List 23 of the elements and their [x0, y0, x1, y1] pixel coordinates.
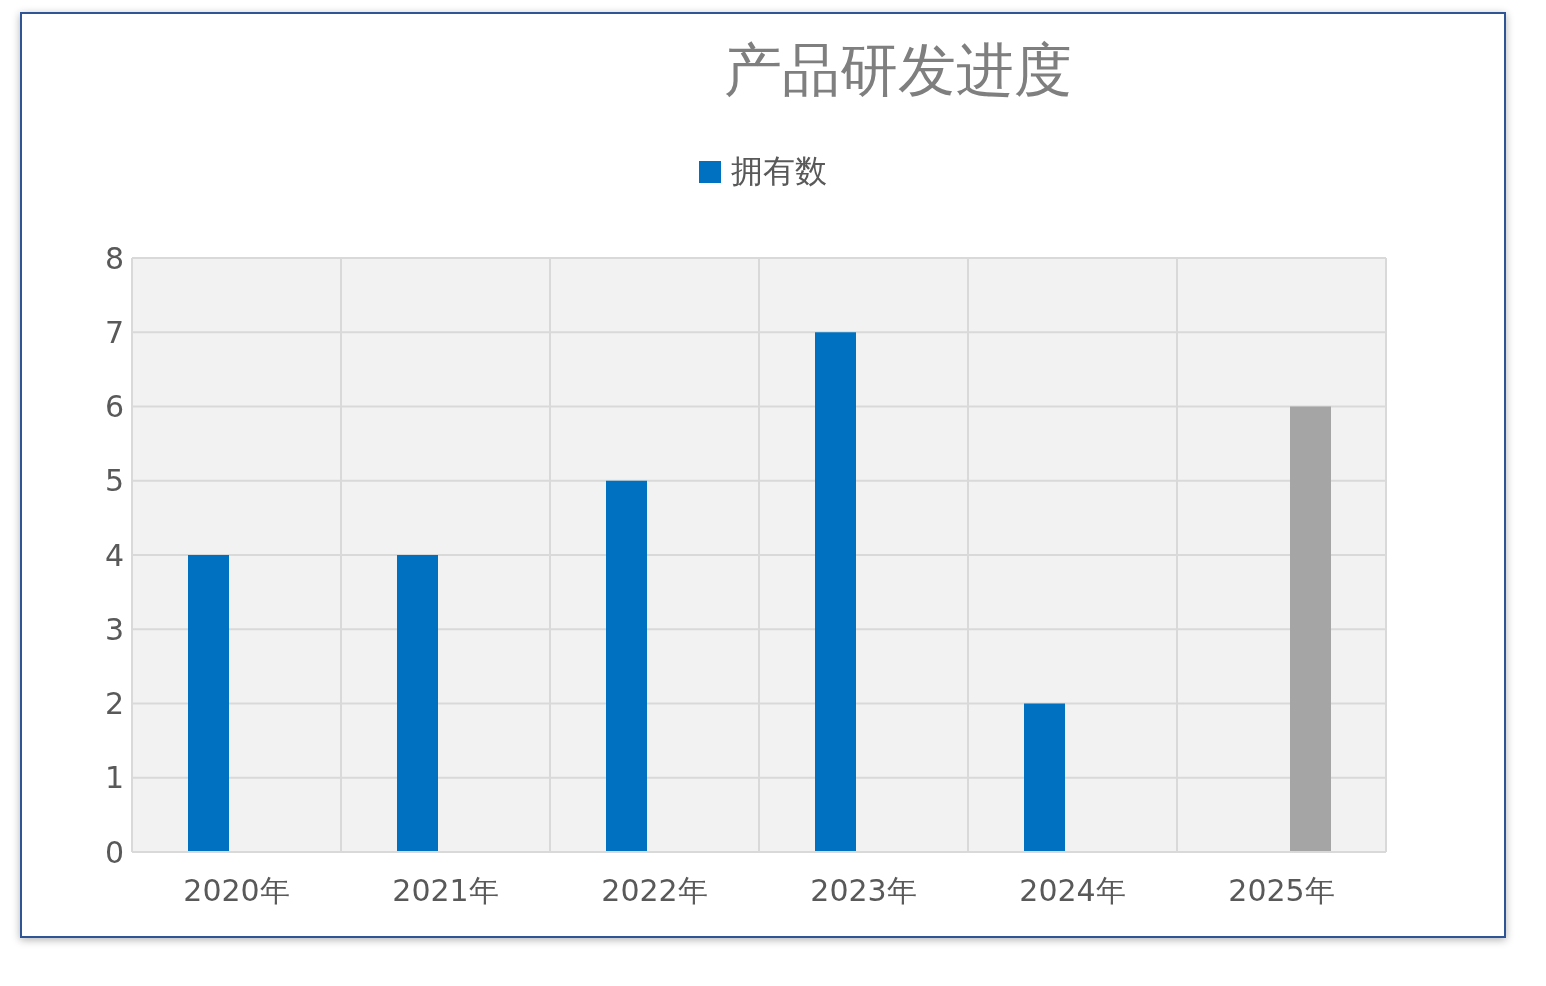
y-tick-label: 5	[104, 463, 124, 499]
bar	[188, 555, 229, 852]
x-tick-label: 2022年	[601, 873, 708, 909]
x-tick-label: 2024年	[1019, 873, 1126, 909]
bar	[606, 480, 647, 852]
bar	[815, 332, 856, 852]
bar	[1024, 703, 1065, 852]
y-tick-label: 3	[104, 611, 124, 647]
y-tick-label: 4	[104, 537, 124, 573]
y-tick-label: 1	[104, 760, 124, 796]
x-tick-label: 2025年	[1228, 873, 1335, 909]
y-tick-label: 8	[104, 240, 124, 276]
y-tick-label: 7	[104, 314, 124, 350]
chart-title: 产品研发进度	[723, 35, 1073, 106]
y-tick-label: 0	[104, 834, 124, 870]
bar	[397, 555, 438, 852]
x-tick-label: 2021年	[392, 873, 499, 909]
legend-label: 拥有数	[731, 151, 827, 192]
bar	[1290, 406, 1331, 852]
y-tick-label: 6	[104, 389, 124, 425]
x-tick-label: 2023年	[810, 873, 917, 909]
y-tick-label: 2	[104, 686, 124, 722]
x-tick-label: 2020年	[183, 873, 290, 909]
